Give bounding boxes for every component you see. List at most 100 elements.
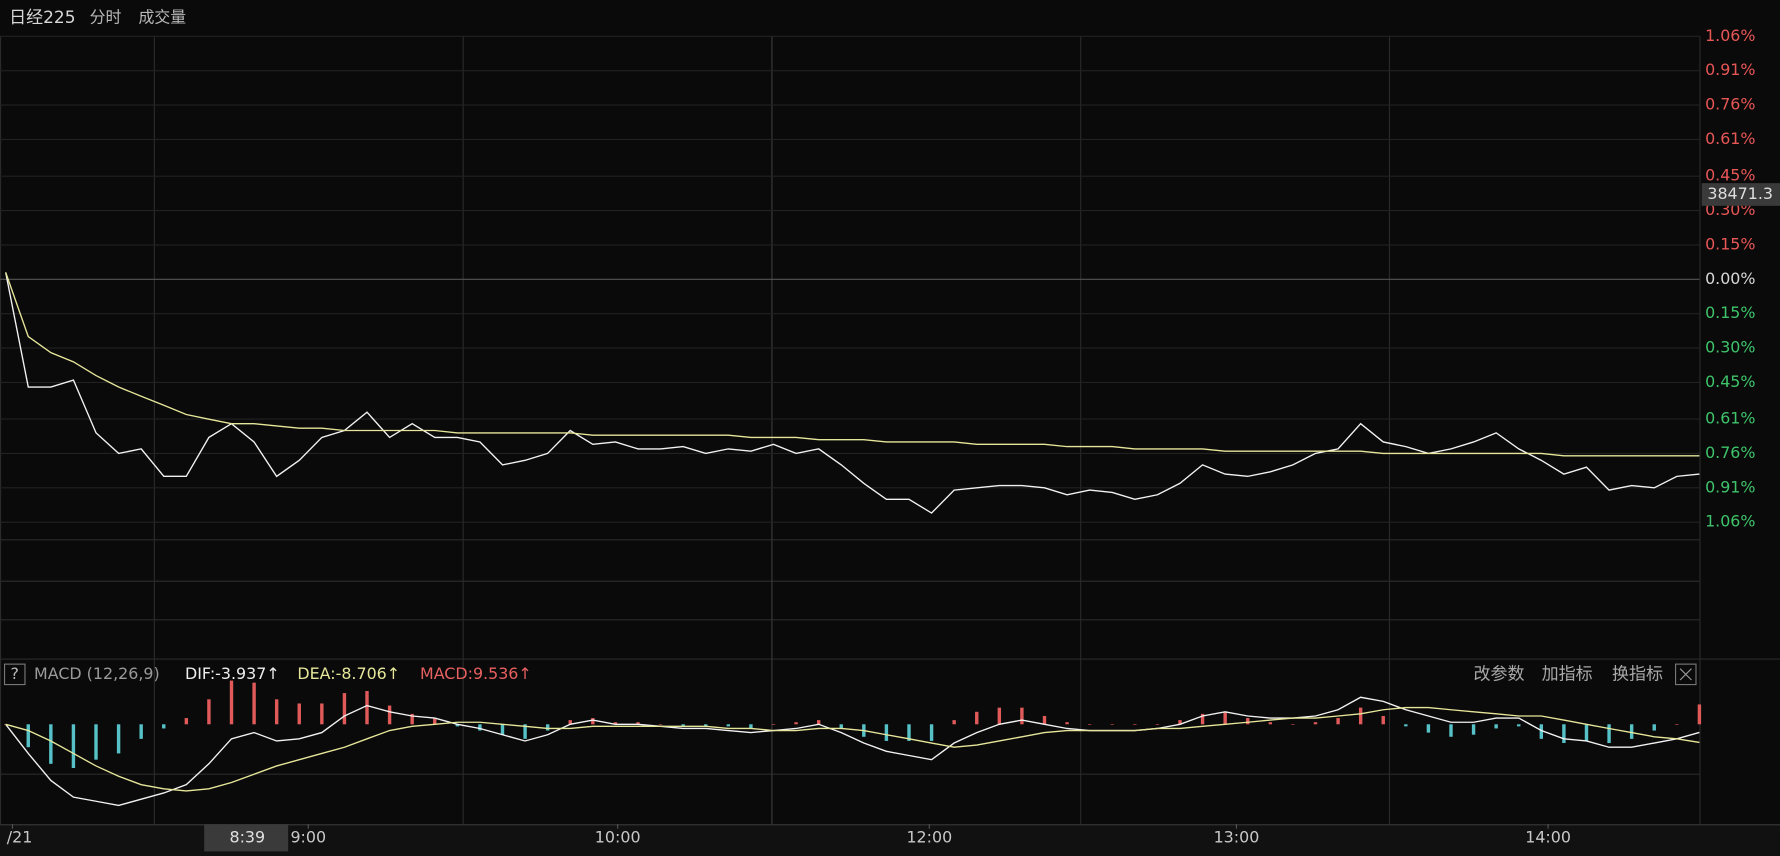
- macd-bar: [478, 724, 482, 731]
- macd-bar: [320, 703, 324, 725]
- macd-line: [5, 696, 1700, 807]
- macd-bar: [1629, 724, 1634, 739]
- macd-bar: [1358, 707, 1363, 725]
- x-tick-label: 9:00: [290, 827, 326, 846]
- dea-legend: DEA:-8.706↑: [297, 664, 400, 683]
- macd-bar: [1381, 715, 1385, 725]
- macd-bar: [71, 724, 76, 768]
- macd-bar: [1133, 724, 1137, 725]
- macd-bar: [1404, 724, 1408, 727]
- macd-bar: [1584, 724, 1589, 741]
- macd-bar: [1675, 724, 1679, 725]
- macd-bar: [997, 707, 1002, 725]
- macd-bar: [839, 724, 843, 729]
- symbol: 日经225: [9, 8, 76, 28]
- macd-bar: [1517, 724, 1521, 727]
- macd-bar: [1494, 724, 1498, 729]
- macd-bar: [1336, 718, 1340, 725]
- y-tick-label: 0.30%: [1705, 338, 1755, 357]
- macd-bar: [1246, 718, 1250, 725]
- macd-bar: [591, 718, 595, 725]
- macd-bar: [1020, 707, 1024, 725]
- macd-bar: [26, 724, 30, 748]
- macd-bar: [184, 718, 189, 725]
- macd-bar: [884, 724, 889, 741]
- macd-bar: [1697, 704, 1702, 725]
- macd-bar: [49, 724, 53, 764]
- macd-bar: [726, 724, 731, 727]
- close-box[interactable]: [1674, 663, 1697, 686]
- macd-bar: [1155, 724, 1160, 725]
- macd-bar: [500, 724, 505, 735]
- button[interactable]: 换指标: [1612, 664, 1663, 684]
- macd-bar: [297, 703, 301, 725]
- macd-bar: [433, 718, 437, 725]
- macd-bar: [1178, 720, 1182, 725]
- macd-bar: [207, 699, 211, 725]
- button[interactable]: 改参数: [1473, 664, 1524, 684]
- macd-bar: [749, 724, 753, 729]
- y-tick-label: 1.06%: [1705, 512, 1755, 531]
- help-box[interactable]: [3, 663, 26, 686]
- macd-bar: [545, 724, 550, 731]
- macd-bar: [681, 724, 685, 727]
- y-tick-label: 0.61%: [1705, 409, 1755, 428]
- y-tick-label: 0.61%: [1705, 129, 1755, 148]
- help[interactable]: ?: [11, 664, 19, 683]
- button[interactable]: 加指标: [1542, 664, 1593, 684]
- macd-bar: [1223, 711, 1227, 725]
- macd-bar: [929, 724, 934, 741]
- price-line: [5, 272, 1700, 514]
- macd-bar: [704, 724, 708, 727]
- macd-bar: [1313, 722, 1318, 725]
- macd-bar: [1110, 724, 1114, 725]
- macd-bar: [94, 724, 98, 760]
- macd-bar: [139, 724, 143, 739]
- x-tick-label: 13:00: [1214, 827, 1260, 846]
- macd-bar: [410, 713, 414, 725]
- y-tick-label: 0.76%: [1705, 95, 1755, 114]
- macd-bar: [1607, 724, 1611, 744]
- macd-bar: [229, 680, 234, 725]
- macd-bar: [1539, 724, 1544, 739]
- macd-bar: [636, 722, 640, 725]
- macd-bar: [816, 720, 821, 725]
- macd-line: [5, 706, 1700, 792]
- y-tick-label: 0.15%: [1705, 234, 1755, 253]
- macd-bar: [613, 722, 618, 725]
- x-tick-label: 10:00: [595, 827, 641, 846]
- cursor-label: 8:39: [229, 827, 265, 846]
- macd-bar: [771, 724, 776, 725]
- macd-bar: [975, 711, 979, 725]
- macd-bar: [1449, 724, 1453, 737]
- cursor-box: [204, 824, 289, 852]
- time-axis-bar: [0, 824, 1780, 856]
- y-tick-label: 1.06%: [1705, 26, 1755, 45]
- y-tick-label: 0.76%: [1705, 443, 1755, 462]
- y-tick-label: 0.45%: [1705, 372, 1755, 391]
- macd-bar: [455, 724, 460, 727]
- price-tag: 38471.3: [1707, 184, 1773, 203]
- macd-bar: [794, 722, 798, 725]
- macd-bar: [952, 720, 956, 725]
- y-tick-label: 0.00%: [1705, 269, 1755, 288]
- macd-bar: [274, 699, 279, 725]
- y-tick-label: 0.91%: [1705, 477, 1755, 496]
- macd-bar: [387, 705, 392, 725]
- price-tag-box: [1701, 183, 1780, 206]
- macd-bar: [162, 724, 166, 729]
- macd-bar: [1042, 715, 1047, 725]
- macd-bar: [116, 724, 121, 754]
- macd-bar: [1291, 724, 1295, 725]
- x-tick-label: /21: [7, 827, 33, 846]
- macd-bar: [342, 693, 347, 725]
- close-icon[interactable]: [1679, 668, 1692, 681]
- period: 分时: [90, 8, 122, 27]
- layout-grid: [0, 36, 1780, 825]
- price-line: [5, 272, 1700, 457]
- x-tick-label: 12:00: [906, 827, 952, 846]
- indicator: 成交量: [138, 8, 186, 27]
- macd-bar: [252, 682, 256, 725]
